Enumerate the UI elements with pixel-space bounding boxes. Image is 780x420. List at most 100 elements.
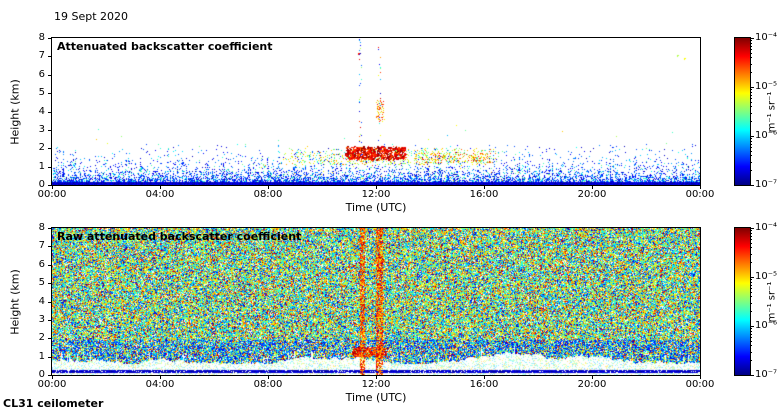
colorbar-minor-tick [750,235,752,237]
y-tick-label: 3 [38,313,45,325]
y-axis-label-top: Height (km) [8,79,22,145]
x-tick-label: 08:00 [253,189,283,200]
plot-title-attenuated: Attenuated backscatter coefficient [57,40,273,53]
x-tick-label: 12:00 [361,379,391,390]
colorbar-minor-tick [750,91,752,93]
x-tick [268,375,269,379]
colorbar-minor-tick [750,279,752,281]
x-tick-label: 04:00 [145,189,175,200]
y-tick [48,111,52,113]
y-tick [48,93,52,95]
colorbar-minor-tick [750,106,752,108]
colorbar-minor-tick [750,72,752,74]
colorbar-minor-tick [750,351,752,353]
x-tick [700,375,701,379]
y-tick-label: 0 [38,179,45,190]
colorbar-minor-tick [750,284,752,286]
colorbar-minor-tick [750,287,752,289]
y-tick [48,38,52,39]
x-tick [160,375,161,379]
colorbar-minor-tick [750,242,752,244]
colorbar-tick-label: 10⁻⁵ [755,271,778,282]
x-tick [700,185,701,189]
y-tick-label: 8 [38,32,45,43]
x-tick [376,185,377,189]
x-tick-label: 00:00 [37,379,67,390]
colorbar-minor-tick [750,311,752,313]
colorbar-bottom: 10⁻⁴ 10⁻⁵ 10⁻⁶ 10⁻⁷ [734,223,777,380]
colorbar-tick-label: 10⁻⁴ [755,222,778,233]
y-tick [48,246,52,248]
colorbar-minor-tick [750,336,752,338]
y-tick [48,338,52,340]
x-tick-label: 00:00 [37,189,67,200]
plot-attenuated-backscatter: Attenuated backscatter coefficient 00:00… [38,33,715,201]
heatmap-canvas-attenuated [52,38,700,185]
y-tick-label: 1 [38,350,45,362]
y-tick [48,264,52,266]
x-tick-label: 12:00 [361,189,391,200]
colorbar-tick-label: 10⁻⁶ [755,130,778,141]
y-tick-label: 2 [38,332,45,344]
x-axis-label-top: Time (UTC) [345,201,407,214]
colorbar-minor-tick [750,232,752,234]
colorbar-minor-tick [750,330,752,332]
x-tick-label: 00:00 [685,379,715,390]
colorbar-minor-tick [750,94,752,96]
y-tick [48,301,52,303]
y-tick-label: 2 [38,142,45,154]
colorbar-minor-tick [750,155,752,157]
plot-raw-backscatter: Raw attenuated backscatter coefficient 0… [38,223,715,391]
colorbar-tick [750,185,754,186]
colorbar-unit-top: m⁻¹ sr⁻¹ [766,91,778,133]
colorbar-tick-label: 10⁻⁶ [755,320,778,331]
colorbar-minor-tick [750,230,752,232]
colorbar-tick [750,375,754,376]
colorbar-unit-bottom: m⁻¹ sr⁻¹ [766,281,778,323]
y-tick-label: 8 [38,222,45,233]
colorbar-minor-tick [750,262,752,264]
colorbar-minor-tick [750,89,752,91]
colorbar-top: 10⁻⁴ 10⁻⁵ 10⁻⁶ 10⁻⁷ [734,33,777,190]
colorbar-tick [750,87,754,88]
x-tick-label: 20:00 [577,189,607,200]
colorbar-minor-tick [750,281,752,283]
colorbar-tick [750,326,754,327]
y-tick [48,283,52,285]
colorbar-minor-tick [750,101,752,103]
colorbar-minor-tick [750,52,752,54]
colorbar-minor-tick [750,161,752,163]
x-tick [592,185,593,189]
y-tick-label: 5 [38,277,45,289]
colorbar-minor-tick [750,57,752,59]
y-tick-label: 4 [38,295,45,307]
y-tick [48,56,52,58]
y-tick-label: 7 [38,240,45,252]
x-tick-label: 20:00 [577,379,607,390]
y-tick [48,228,52,229]
y-tick [48,185,52,186]
colorbar-minor-tick [750,296,752,298]
x-tick [592,375,593,379]
y-axis-label-bottom: Height (km) [8,269,22,335]
y-tick-label: 6 [38,68,45,80]
x-tick [484,185,485,189]
x-tick-label: 16:00 [469,189,499,200]
colorbar-minor-tick [750,146,752,148]
colorbar-minor-tick [750,345,752,347]
x-tick [268,185,269,189]
x-tick [52,375,53,379]
colorbar-minor-tick [750,97,752,99]
colorbar-tick-label: 10⁻⁷ [755,179,778,190]
colorbar-minor-tick [750,121,752,123]
colorbar-tick-label: 10⁻⁷ [755,369,778,380]
x-tick-label: 00:00 [685,189,715,200]
instrument-label: CL31 ceilometer [3,397,104,410]
x-tick-label: 16:00 [469,379,499,390]
colorbar-minor-tick [750,150,752,152]
x-tick-label: 08:00 [253,379,283,390]
colorbar-minor-tick [750,360,752,362]
colorbar-minor-tick [750,63,752,65]
colorbar-minor-tick [750,333,752,335]
